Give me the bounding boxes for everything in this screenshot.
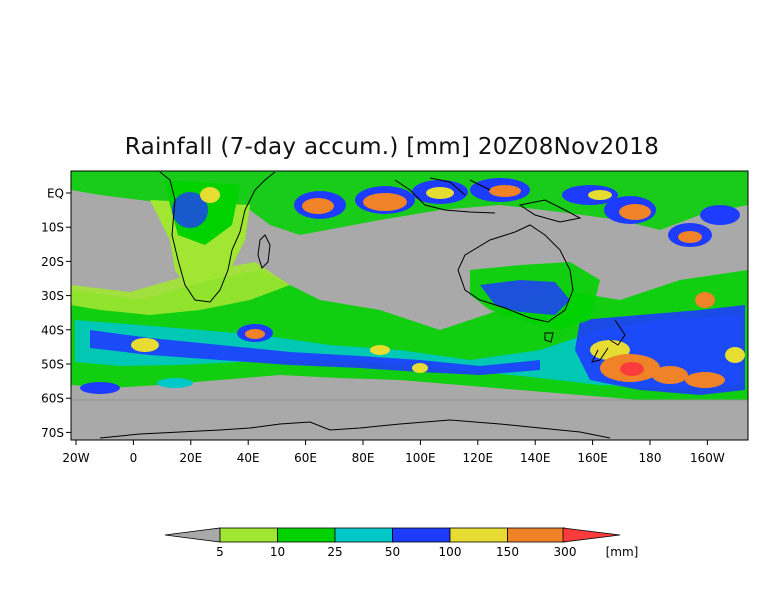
rain-patch [245, 329, 265, 339]
coastline-tasmania [544, 332, 554, 343]
rain-patch [678, 231, 702, 243]
coastline-madagascar [257, 234, 271, 269]
colorbar-label: 25 [327, 545, 342, 559]
x-tick-label: 80E [352, 451, 375, 465]
y-tick-label: 60S [41, 392, 64, 406]
coastline-new-guinea [518, 199, 582, 223]
colorbar-label: 10 [270, 545, 285, 559]
x-tick-label: 140E [520, 451, 551, 465]
rain-patch [700, 205, 740, 225]
colorbar-label: 300 [554, 545, 577, 559]
colorbar-labels: 5 10 25 50 100 150 300 [216, 545, 576, 559]
x-tick-label: 20W [62, 451, 89, 465]
rain-patch [200, 187, 220, 203]
rain-patch [172, 192, 208, 228]
x-axis: 20W 0 20E 40E 60E 80E 100E 120E 140E 160E 180 160W [62, 440, 725, 465]
colorbar-label: 150 [496, 545, 519, 559]
rain-patch [426, 187, 454, 199]
colorbar-over-triangle [562, 527, 621, 543]
colorbar-box [507, 527, 566, 543]
y-tick-label: EQ [47, 187, 64, 201]
coastline-africa [159, 171, 276, 303]
rain-band-southern-light [71, 262, 290, 315]
rain-patch [588, 190, 612, 200]
rainfall-field [71, 171, 748, 440]
colorbar-label: 100 [439, 545, 462, 559]
coastline-indonesia [394, 177, 496, 214]
coastlines [99, 171, 626, 439]
map-frame [70, 170, 749, 441]
y-axis: EQ 10S 20S 30S 40S 50S 60S 70S [41, 187, 71, 440]
rain-patch [620, 362, 644, 376]
rain-band-australia-blue [480, 280, 570, 315]
x-tick-label: 160W [690, 451, 725, 465]
x-tick-label: 40E [237, 451, 260, 465]
y-tick-label: 10S [41, 221, 64, 235]
colorbar-boxes [219, 527, 566, 543]
coastline-antarctica [99, 419, 611, 439]
y-tick-label: 30S [41, 289, 64, 303]
heavy-rain-southern [80, 292, 745, 394]
rain-patch [652, 366, 688, 384]
rain-patch [619, 204, 651, 220]
x-tick-label: 0 [130, 451, 138, 465]
x-tick-label: 100E [405, 451, 436, 465]
rain-patch [157, 378, 193, 388]
colorbar-box [449, 527, 508, 543]
colorbar-under-triangle [164, 527, 221, 543]
x-tick-label: 180 [639, 451, 662, 465]
colorbar-box [219, 527, 278, 543]
coastline-new-zealand [591, 319, 626, 363]
rain-patch [685, 372, 725, 388]
colorbar-box [277, 527, 336, 543]
heavy-rain-equatorial [172, 178, 740, 247]
rain-patch [302, 198, 334, 214]
x-tick-label: 60E [294, 451, 317, 465]
colorbar-label: 5 [216, 545, 224, 559]
page-title: Rainfall (7-day accum.) [mm] 20Z08Nov201… [124, 134, 660, 160]
y-tick-label: 20S [41, 255, 64, 269]
colorbar-unit: [mm] [606, 545, 639, 559]
y-tick-label: 70S [41, 426, 64, 440]
rain-band-southern-blue [90, 330, 540, 375]
rain-patch [370, 345, 390, 355]
map-panel [70, 170, 749, 441]
y-tick-label: 40S [41, 323, 64, 337]
coastline-australia [457, 224, 574, 323]
rain-patch [131, 338, 159, 352]
x-tick-label: 20E [179, 451, 202, 465]
x-tick-label: 160E [577, 451, 608, 465]
x-tick-label: 120E [463, 451, 494, 465]
rain-patch [412, 363, 428, 373]
rain-patch [80, 382, 120, 394]
colorbar-label: 50 [385, 545, 400, 559]
rain-patch [489, 185, 521, 197]
rain-patch [695, 292, 715, 308]
rain-patch [363, 193, 407, 211]
colorbar-box [392, 527, 451, 543]
antarctica-band [71, 400, 748, 440]
colorbar: 5 10 25 50 100 150 300 [mm] [164, 527, 639, 559]
rain-patch [725, 347, 745, 363]
colorbar-box [334, 527, 393, 543]
y-tick-label: 50S [41, 358, 64, 372]
rain-band-southern-cyan [75, 315, 740, 388]
